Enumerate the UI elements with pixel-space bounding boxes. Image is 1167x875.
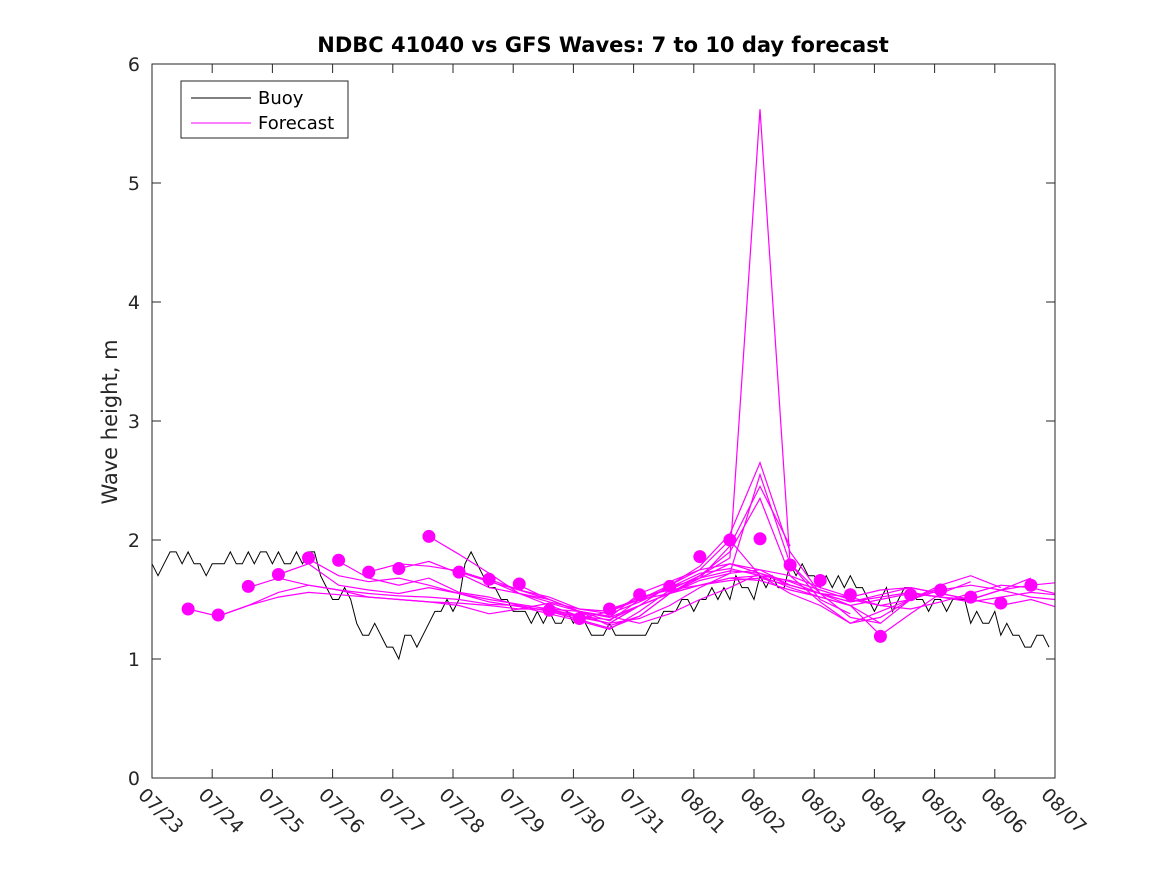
y-tick-label: 4 (128, 292, 140, 314)
forecast-marker (362, 565, 376, 579)
y-tick-label: 2 (128, 530, 140, 552)
forecast-run-line (338, 497, 911, 629)
forecast-marker (633, 588, 647, 602)
forecast-marker (603, 602, 617, 616)
forecast-marker (994, 596, 1008, 610)
y-tick-label: 6 (128, 54, 140, 76)
forecast-run-line (278, 109, 851, 630)
forecast-marker (663, 579, 677, 593)
forecast-marker (753, 532, 767, 546)
chart-title: NDBC 41040 vs GFS Waves: 7 to 10 day for… (317, 33, 888, 57)
y-axis: 0 1 2 3 4 5 6 (128, 54, 1055, 790)
forecast-marker (783, 558, 797, 572)
forecast-marker (964, 590, 978, 604)
legend-buoy-label: Buoy (258, 88, 304, 109)
forecast-marker (332, 553, 346, 567)
forecast-run-line (609, 577, 1055, 610)
forecast-marker (904, 588, 918, 602)
forecast-run-line (187, 572, 761, 624)
legend: Buoy Forecast (180, 80, 349, 139)
forecast-marker (572, 612, 586, 626)
forecast-marker (542, 603, 556, 617)
forecast-marker (482, 572, 496, 586)
forecast-marker (181, 602, 195, 616)
forecast-marker (1024, 578, 1038, 592)
forecast-run-line (398, 560, 971, 636)
forecast-marker (934, 583, 948, 597)
forecast-marker (723, 533, 737, 547)
forecast-marker (693, 550, 707, 564)
forecast-run-line (428, 535, 1002, 625)
legend-box (180, 80, 349, 139)
forecast-marker (211, 608, 225, 622)
forecast-marker (843, 588, 857, 602)
forecast-marker (873, 629, 887, 643)
forecast-run-line (579, 577, 1055, 620)
y-tick-label: 3 (128, 411, 140, 433)
y-axis-label: Wave height, m (98, 339, 122, 504)
plot-area (152, 109, 1055, 661)
legend-forecast-label: Forecast (258, 113, 334, 134)
forecast-marker (512, 577, 526, 591)
forecast-marker (452, 565, 466, 579)
y-tick-label: 1 (128, 649, 140, 671)
y-tick-label: 5 (128, 173, 140, 195)
forecast-marker (241, 579, 255, 593)
forecast-marker (813, 573, 827, 587)
forecast-marker (422, 529, 436, 543)
y-tick-label: 0 (128, 768, 140, 790)
forecast-marker (302, 551, 316, 565)
series-layer (152, 109, 1055, 661)
forecast-marker (392, 562, 406, 576)
forecast-marker (271, 568, 285, 582)
buoy-line (152, 550, 1050, 661)
forecast-run-line (549, 575, 1055, 621)
